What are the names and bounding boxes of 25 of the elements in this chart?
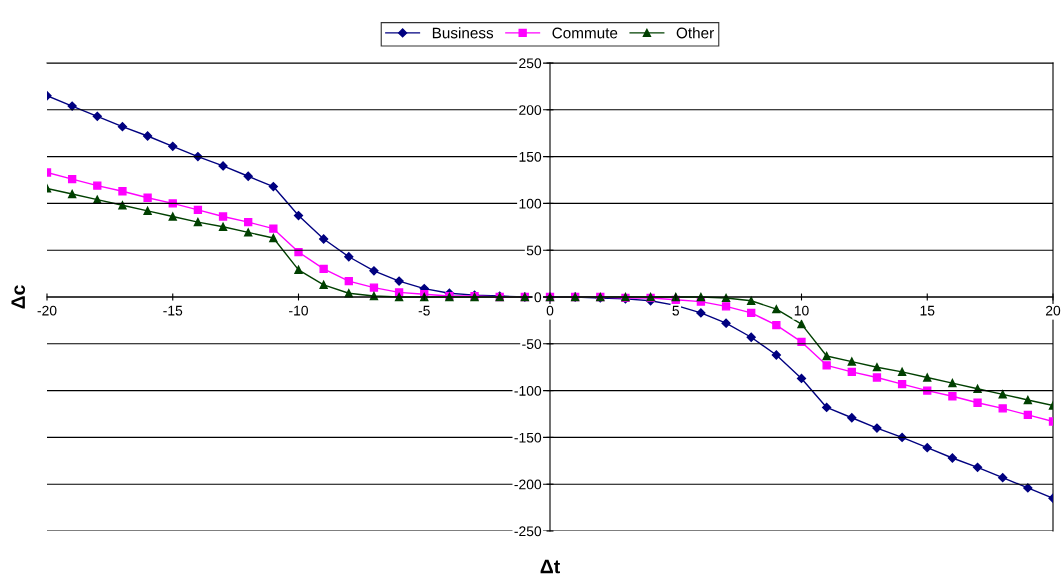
y-tick-label: 200 [519, 105, 542, 115]
x-tick-label: 20 [1045, 305, 1061, 316]
y-tick-label: -50 [522, 339, 542, 349]
y-tick-label: -150 [514, 432, 542, 443]
x-tick-label: -10 [289, 305, 308, 316]
y-axis-title: Δc [11, 285, 26, 309]
legend-label: Other [676, 27, 714, 39]
y-tick-label: 50 [526, 245, 542, 256]
y-tick-label: 250 [519, 58, 542, 69]
legend-label: Business [432, 27, 494, 39]
x-tick-label: 15 [920, 305, 935, 316]
y-tick-label: 0 [534, 292, 542, 303]
legend-label: Commute [552, 27, 618, 39]
x-tick-label: 10 [794, 305, 809, 316]
x-tick-label: -5 [418, 305, 430, 316]
y-tick-label: -200 [514, 479, 542, 490]
y-tick-label: -100 [514, 385, 542, 396]
y-tick-label: 150 [519, 151, 542, 162]
x-tick-label: 0 [546, 305, 554, 316]
y-tick-label: -250 [514, 526, 542, 537]
x-tick-label: 5 [672, 305, 680, 316]
x-tick-label: -15 [163, 305, 183, 316]
y-tick-label: 100 [519, 198, 542, 209]
x-tick-label: -20 [37, 305, 57, 316]
x-axis-title: Δt [540, 559, 560, 574]
